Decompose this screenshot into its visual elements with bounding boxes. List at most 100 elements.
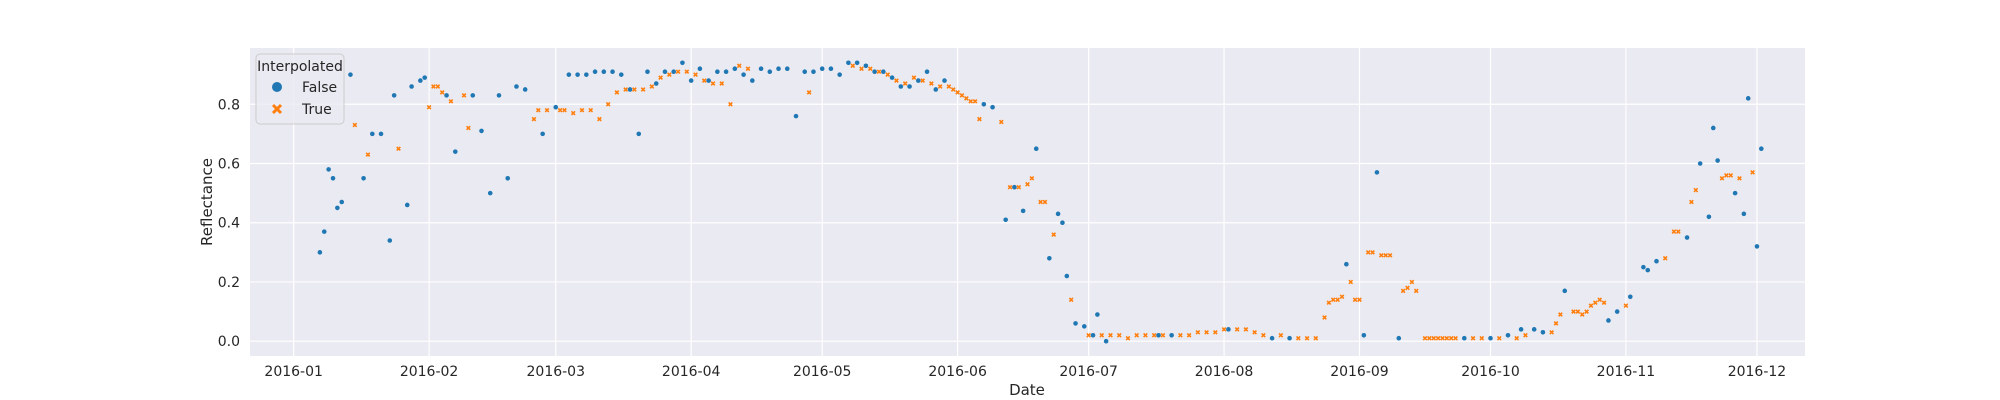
data-point-false bbox=[627, 87, 633, 92]
data-point-true bbox=[640, 87, 646, 92]
data-point-false bbox=[1684, 235, 1690, 240]
data-point-false bbox=[418, 78, 423, 83]
data-point-false bbox=[750, 78, 755, 83]
data-point-true bbox=[1339, 294, 1345, 300]
data-point-true bbox=[1186, 332, 1192, 338]
data-point-true bbox=[557, 107, 563, 113]
data-point-false bbox=[732, 66, 738, 72]
data-point-false bbox=[924, 69, 930, 74]
x-tick-label: 2016-02 bbox=[400, 364, 459, 380]
data-point-false bbox=[1055, 211, 1061, 217]
data-point-false bbox=[793, 113, 799, 119]
data-point-true bbox=[1413, 288, 1419, 294]
data-point-true bbox=[1675, 229, 1681, 234]
data-point-false bbox=[1103, 338, 1109, 344]
data-point-true bbox=[466, 125, 471, 131]
data-point-true bbox=[448, 98, 454, 104]
data-point-true bbox=[1597, 297, 1603, 303]
data-point-true bbox=[1313, 335, 1319, 341]
data-point-true bbox=[1204, 329, 1209, 335]
data-point-false bbox=[872, 69, 877, 74]
data-point-true bbox=[426, 104, 432, 110]
series-true-points bbox=[352, 63, 1755, 341]
data-point-false bbox=[326, 167, 331, 172]
data-point-false bbox=[846, 60, 851, 66]
data-point-false bbox=[404, 202, 410, 208]
data-point-false bbox=[335, 205, 340, 211]
data-point-true bbox=[902, 81, 908, 86]
data-point-false bbox=[1081, 324, 1087, 329]
data-point-false bbox=[1020, 208, 1026, 214]
data-point-true bbox=[1143, 332, 1148, 338]
data-point-true bbox=[977, 116, 982, 122]
data-point-false bbox=[680, 60, 685, 66]
data-point-false bbox=[916, 78, 921, 83]
x-tick-label: 2016-12 bbox=[1728, 364, 1787, 380]
data-point-true bbox=[701, 78, 707, 83]
data-point-false bbox=[1396, 335, 1402, 341]
legend-marker-false bbox=[272, 82, 282, 92]
data-point-false bbox=[1745, 96, 1751, 101]
data-point-false bbox=[942, 78, 947, 83]
data-point-true bbox=[1523, 332, 1528, 338]
data-point-false bbox=[387, 238, 393, 243]
y-tick-label: 0.2 bbox=[218, 275, 240, 291]
data-point-true bbox=[972, 98, 978, 104]
data-point-false bbox=[1095, 312, 1100, 317]
data-point-true bbox=[946, 84, 952, 89]
data-point-true bbox=[352, 122, 358, 128]
y-axis-label: Reflectance bbox=[198, 158, 216, 246]
data-point-false bbox=[1697, 161, 1703, 166]
data-point-true bbox=[1689, 199, 1694, 205]
data-point-true bbox=[894, 78, 899, 83]
data-point-false bbox=[566, 72, 572, 77]
data-point-true bbox=[963, 95, 969, 101]
data-point-true bbox=[911, 75, 917, 80]
data-point-true bbox=[806, 90, 812, 95]
data-point-true bbox=[885, 72, 891, 78]
data-point-false bbox=[1614, 309, 1620, 314]
data-point-true bbox=[562, 107, 567, 113]
data-point-false bbox=[671, 69, 676, 74]
legend-label-true: True bbox=[301, 102, 332, 118]
data-point-true bbox=[1435, 335, 1441, 341]
data-point-false bbox=[1361, 332, 1367, 338]
data-point-true bbox=[1335, 297, 1340, 303]
data-point-true bbox=[597, 116, 602, 122]
data-point-false bbox=[933, 87, 939, 92]
data-point-false bbox=[1488, 335, 1493, 341]
data-point-false bbox=[321, 229, 327, 234]
data-point-true bbox=[1357, 297, 1362, 303]
data-point-false bbox=[776, 66, 781, 72]
data-point-true bbox=[1212, 329, 1218, 335]
data-point-false bbox=[610, 69, 615, 74]
data-point-true bbox=[1007, 184, 1013, 190]
data-point-false bbox=[1033, 146, 1039, 151]
data-point-false bbox=[1269, 335, 1275, 341]
data-point-true bbox=[1514, 335, 1520, 341]
data-point-false bbox=[339, 199, 345, 205]
data-point-false bbox=[1641, 264, 1646, 270]
data-point-true bbox=[1623, 303, 1629, 309]
data-point-true bbox=[1295, 335, 1301, 341]
data-point-false bbox=[1461, 335, 1467, 341]
data-point-true bbox=[1719, 175, 1725, 181]
data-point-true bbox=[1479, 335, 1485, 341]
data-point-true bbox=[1243, 326, 1249, 332]
data-point-true bbox=[1234, 326, 1240, 332]
data-point-true bbox=[850, 63, 856, 69]
data-point-false bbox=[1012, 184, 1017, 190]
data-point-false bbox=[784, 66, 790, 72]
data-point-false bbox=[522, 87, 528, 92]
data-point-true bbox=[1579, 312, 1585, 317]
data-point-true bbox=[365, 152, 371, 157]
y-tick-label: 0.6 bbox=[218, 157, 240, 173]
series-false-points bbox=[317, 60, 1764, 344]
data-point-true bbox=[955, 90, 960, 95]
data-point-true bbox=[1221, 326, 1227, 332]
data-point-false bbox=[1226, 327, 1231, 332]
x-tick-label: 2016-04 bbox=[662, 364, 721, 380]
data-point-false bbox=[1003, 217, 1008, 223]
data-point-true bbox=[1671, 229, 1677, 234]
data-point-false bbox=[575, 72, 580, 77]
